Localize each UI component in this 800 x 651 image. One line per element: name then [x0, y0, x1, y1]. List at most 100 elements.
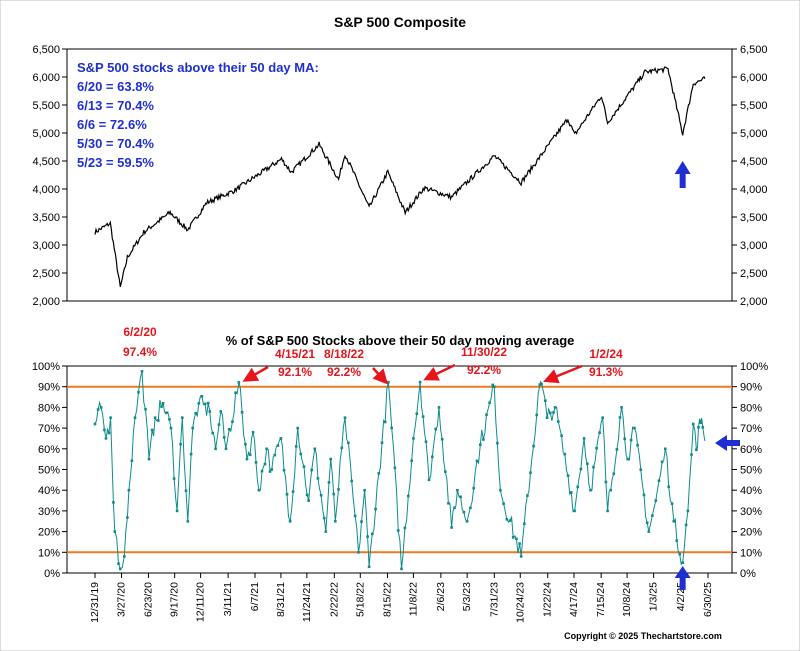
top-annotation-block: S&P 500 stocks above their 50 day MA: 6/2…: [77, 60, 319, 170]
data-marker: [172, 477, 176, 480]
data-marker: [586, 462, 589, 466]
data-marker: [488, 401, 491, 404]
data-marker: [424, 440, 428, 443]
bottom-x-tick-label: 3/27/20: [116, 582, 128, 617]
data-marker: [302, 465, 306, 468]
data-marker: [251, 430, 255, 434]
data-marker: [353, 514, 357, 518]
data-marker: [153, 416, 157, 419]
data-marker: [407, 494, 410, 498]
data-marker: [123, 555, 126, 558]
data-marker: [347, 441, 350, 445]
data-marker: [491, 383, 494, 387]
bottom-y-tick-label-right: 80%: [740, 402, 762, 414]
data-marker: [552, 411, 555, 414]
data-marker: [374, 507, 377, 511]
data-marker: [479, 443, 482, 446]
data-marker: [526, 494, 529, 497]
data-marker: [219, 410, 223, 413]
bottom-y-tick-label-left: 0%: [44, 568, 60, 580]
bottom-y-tick-label-right: 90%: [740, 382, 762, 394]
data-marker: [165, 411, 168, 415]
top-y-tick-label-right: 6,500: [740, 44, 768, 56]
data-marker: [324, 530, 328, 533]
data-marker: [589, 488, 592, 492]
bottom-y-axis-ticks: 100% 100% 90% 90% 80% 80% 70% 70% 60% 60% 50% 50% 40…: [32, 361, 768, 580]
data-marker: [418, 380, 422, 384]
data-marker: [285, 493, 289, 496]
data-marker: [499, 488, 502, 492]
data-marker: [654, 499, 658, 502]
data-marker: [672, 520, 676, 523]
data-marker: [103, 428, 106, 432]
bottom-x-tick-label: 8/31/21: [275, 582, 287, 617]
data-marker: [96, 408, 100, 411]
bottom-x-tick-label: 6/23/20: [142, 582, 154, 617]
data-marker: [169, 426, 173, 430]
data-marker: [604, 480, 608, 484]
data-marker: [475, 459, 479, 463]
data-marker: [482, 438, 485, 441]
top-y-tick-label-right: 5,000: [740, 128, 768, 140]
data-marker: [282, 468, 286, 472]
top-y-tick-label-left: 4,500: [32, 156, 60, 168]
data-marker: [410, 459, 413, 462]
data-marker: [657, 479, 661, 482]
data-marker: [639, 468, 643, 471]
bottom-x-tick-label: 6/30/25: [702, 582, 714, 617]
data-marker: [675, 539, 679, 542]
annotation-line: 5/30 = 70.4%: [77, 136, 154, 151]
data-marker: [570, 491, 573, 494]
data-marker: [626, 457, 629, 461]
data-marker: [322, 516, 326, 520]
arrow-shape: [674, 161, 691, 188]
data-marker: [380, 441, 384, 444]
peak-value-label: 97.4%: [123, 345, 157, 359]
data-marker: [633, 426, 636, 430]
data-marker: [208, 410, 212, 413]
top-plot-area: [66, 48, 733, 302]
data-marker: [493, 385, 496, 388]
data-marker: [573, 509, 576, 513]
data-marker: [615, 448, 619, 451]
data-marker: [203, 402, 207, 406]
data-marker: [412, 437, 415, 440]
data-marker: [194, 411, 197, 415]
data-marker: [592, 465, 595, 469]
bottom-x-tick-label: 1/3/25: [648, 582, 660, 611]
data-marker: [618, 416, 622, 419]
data-marker: [168, 418, 171, 421]
data-marker: [469, 506, 472, 510]
data-marker: [184, 489, 188, 492]
peak-value-label: 92.2%: [327, 365, 361, 379]
data-marker: [686, 509, 690, 513]
data-marker: [181, 416, 184, 419]
bottom-y-tick-label-left: 80%: [38, 402, 60, 414]
data-marker: [257, 488, 261, 492]
data-marker: [231, 420, 234, 423]
red-arrow-icon: [372, 367, 389, 385]
bottom-x-tick-label: 8/15/22: [381, 582, 393, 617]
data-marker: [582, 437, 586, 440]
data-marker: [601, 416, 604, 419]
top-y-tick-label-left: 3,500: [32, 212, 60, 224]
data-marker: [566, 474, 570, 477]
data-marker: [254, 461, 258, 464]
annotation-line: S&P 500 stocks above their 50 day MA:: [77, 60, 319, 75]
data-marker: [197, 402, 201, 405]
bottom-x-tick-label: 10/24/23: [514, 582, 526, 623]
data-marker: [427, 478, 431, 482]
red-arrow-icon: [242, 365, 269, 382]
data-marker: [393, 466, 397, 470]
peak-value-label: 92.1%: [278, 365, 312, 379]
data-marker: [245, 457, 249, 461]
data-marker: [147, 457, 151, 461]
data-marker: [191, 426, 194, 430]
data-marker: [357, 551, 360, 554]
bottom-y-tick-label-right: 40%: [740, 485, 762, 497]
data-marker: [93, 422, 97, 426]
data-marker: [544, 399, 547, 402]
data-marker: [179, 442, 182, 446]
top-y-tick-label-right: 2,500: [740, 268, 768, 280]
copyright-text: Copyright © 2025 Thechartstore.com: [564, 631, 722, 641]
